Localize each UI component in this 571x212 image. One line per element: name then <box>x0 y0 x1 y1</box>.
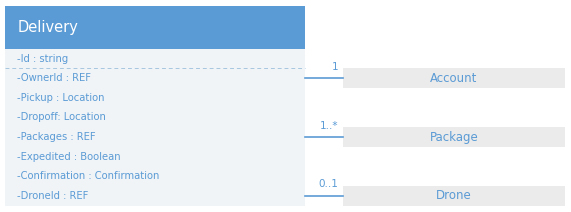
Text: -Packages : REF: -Packages : REF <box>17 132 96 142</box>
Text: -Pickup : Location: -Pickup : Location <box>17 93 104 103</box>
Text: -Id : string: -Id : string <box>17 54 69 64</box>
Text: 1: 1 <box>331 62 338 72</box>
Bar <box>343 68 565 88</box>
Text: Account: Account <box>431 72 477 85</box>
Text: -DroneId : REF: -DroneId : REF <box>17 191 89 201</box>
Text: 0..1: 0..1 <box>318 180 338 190</box>
Text: Delivery: Delivery <box>17 20 78 35</box>
Text: 1..*: 1..* <box>320 121 338 131</box>
Text: -OwnerId : REF: -OwnerId : REF <box>17 73 91 83</box>
Text: Package: Package <box>429 131 478 144</box>
Bar <box>5 49 305 206</box>
Text: Drone: Drone <box>436 189 472 202</box>
Text: -Dropoff: Location: -Dropoff: Location <box>17 112 106 122</box>
Bar <box>5 6 305 49</box>
Bar <box>343 127 565 147</box>
Bar <box>343 186 565 206</box>
Text: -Expedited : Boolean: -Expedited : Boolean <box>17 152 120 162</box>
Text: -Confirmation : Confirmation: -Confirmation : Confirmation <box>17 171 159 181</box>
